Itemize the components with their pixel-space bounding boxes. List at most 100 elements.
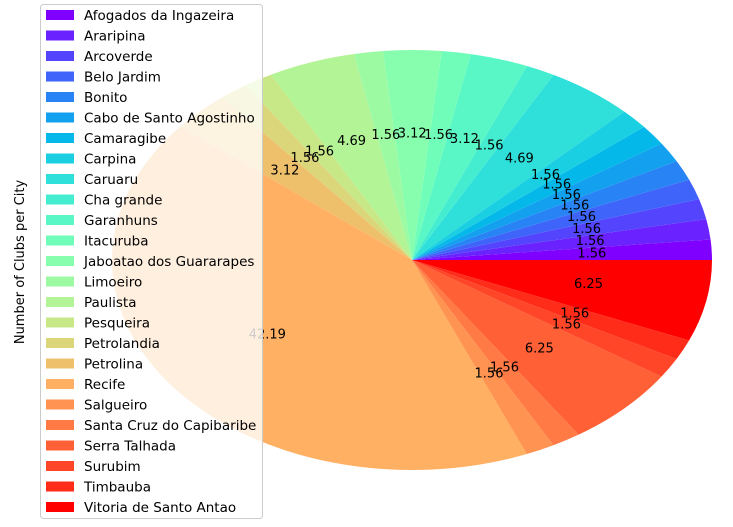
slice-value-label: 1.56: [371, 128, 400, 143]
slice-value-label: 1.56: [542, 178, 571, 193]
slice-value-label: 1.56: [576, 234, 605, 249]
legend-swatch: [46, 133, 74, 143]
legend-swatch: [46, 379, 74, 389]
legend-swatch: [46, 51, 74, 61]
legend-label: Santa Cruz do Capibaribe: [84, 418, 256, 434]
legend-label: Paulista: [84, 295, 136, 311]
legend-swatch: [46, 215, 74, 225]
pie-slice: [412, 260, 662, 435]
slice-value-label: 3.12: [398, 127, 427, 142]
legend-swatch: [46, 153, 74, 164]
slice-value-label: 3.12: [270, 163, 299, 178]
pie-slice: [412, 111, 645, 260]
pie-slice: [412, 126, 662, 261]
legend-swatch: [46, 297, 74, 307]
slice-value-label: 3.12: [450, 132, 479, 147]
slice-value-label: 1.56: [475, 139, 504, 154]
pie-slice: [382, 50, 442, 260]
pie-slice: [412, 260, 579, 446]
legend-label: Serra Talhada: [84, 439, 176, 455]
slice-value-label: 1.56: [572, 222, 601, 237]
legend-label: Bonito: [84, 90, 127, 106]
legend: Afogados da Ingazeira Araripina Arcoverde B…: [40, 4, 263, 519]
legend-swatch: [46, 174, 74, 184]
slice-value-label: 1.56: [567, 210, 596, 225]
legend-label: Petrolina: [84, 357, 143, 373]
legend-swatch: [46, 92, 74, 102]
pie-slice: [412, 74, 625, 260]
pie-slice: [412, 51, 471, 260]
slice-value-label: 1.56: [577, 246, 606, 261]
slice-value-label: 1.56: [290, 151, 319, 166]
legend-label: Carpina: [84, 152, 136, 168]
legend-swatch: [46, 30, 74, 41]
pie-slice: [412, 239, 712, 260]
slice-value-label: 6.25: [525, 342, 554, 357]
legend-label: Camaragibe: [84, 131, 166, 147]
legend-label: Araripina: [84, 29, 146, 45]
pie-slice: [412, 260, 712, 341]
legend-swatch: [46, 502, 74, 512]
legend-label: Vitoria de Santo Antao: [84, 500, 236, 516]
slice-value-label: 6.25: [574, 277, 603, 292]
pie-slice: [412, 199, 707, 260]
slice-value-label: 4.69: [337, 134, 366, 149]
slice-value-label: 4.69: [505, 151, 534, 166]
legend-frame: [40, 4, 263, 519]
legend-label: Itacuruba: [84, 234, 148, 250]
legend-label: Arcoverde: [84, 49, 153, 65]
legend-swatch: [46, 358, 74, 369]
legend-swatch: [46, 10, 74, 20]
legend-label: Pesqueira: [84, 316, 150, 332]
legend-label: Petrolandia: [84, 336, 160, 352]
legend-swatch: [46, 399, 74, 410]
legend-swatch: [46, 317, 74, 328]
slice-value-label: 1.56: [552, 188, 581, 203]
slice-value-label: 1.56: [305, 144, 334, 159]
legend-label: Cha grande: [84, 193, 162, 209]
pie-slice: [221, 85, 412, 260]
legend-swatch: [46, 256, 74, 266]
legend-swatch: [46, 481, 74, 492]
legend-label: Belo Jardim: [84, 70, 161, 86]
slice-value-label: 1.56: [475, 366, 504, 381]
pie-slice: [353, 50, 412, 260]
legend-swatch: [46, 276, 74, 287]
legend-swatch: [46, 194, 74, 205]
legend-label: Limoeiro: [84, 275, 142, 291]
legend-label: Salgueiro: [84, 398, 147, 414]
pie-slice: [245, 74, 412, 260]
pie-slice: [412, 179, 700, 260]
pie-slice: [270, 53, 412, 261]
pie-slice: [412, 143, 677, 260]
pie-slice: [412, 66, 554, 260]
legend-swatch: [46, 440, 74, 451]
slice-value-label: 1.56: [560, 306, 589, 321]
legend-swatch: [46, 420, 74, 430]
y-axis-label: Number of Clubs per City: [13, 180, 28, 345]
legend-label: Afogados da Ingazeira: [84, 8, 234, 24]
legend-label: Cabo de Santo Agostinho: [84, 111, 255, 127]
pie-slices: [111, 50, 712, 471]
pie-slice: [412, 260, 554, 455]
legend-label: Caruaru: [84, 172, 138, 188]
legend-label: Garanhuns: [84, 213, 158, 229]
slice-value-label: 1.56: [560, 199, 589, 214]
legend-swatch: [46, 112, 74, 123]
legend-label: Timbauba: [83, 480, 151, 496]
pie-slice: [412, 260, 677, 377]
pie-slice: [412, 54, 527, 260]
legend-swatch: [46, 461, 74, 471]
slice-value-label: 1.56: [424, 128, 453, 143]
slice-value-label: 1.56: [531, 168, 560, 183]
legend-swatch: [46, 235, 74, 246]
slice-value-label: 1.56: [552, 317, 581, 332]
legend-swatch: [46, 71, 74, 82]
pie-slice: [412, 260, 690, 360]
slice-value-labels: 1.561.561.561.561.561.561.561.564.691.56…: [249, 127, 607, 382]
legend-label: Surubim: [84, 459, 141, 475]
pie-slice: [412, 161, 690, 260]
legend-swatch: [46, 338, 74, 348]
legend-label: Jaboatao dos Guararapes: [83, 254, 254, 270]
